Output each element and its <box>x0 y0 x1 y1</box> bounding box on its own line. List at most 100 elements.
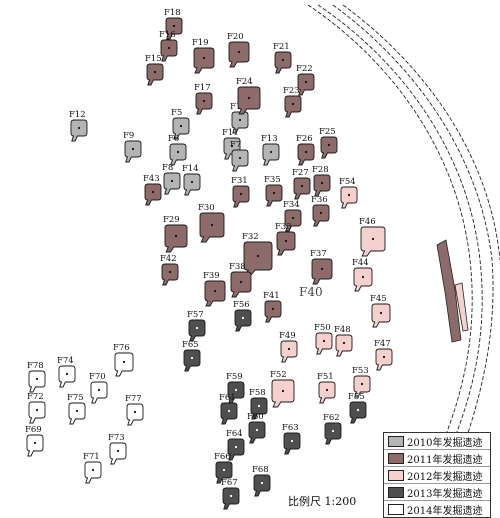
feature-footprint <box>195 92 213 115</box>
feature-center-dot <box>238 156 242 160</box>
feature-footprint <box>297 73 315 96</box>
feature-f9: F9 <box>123 131 142 163</box>
feature-f39: F39 <box>203 271 226 307</box>
feature-footprint <box>126 403 144 426</box>
feature-center-dot <box>256 254 260 258</box>
feature-footprint <box>234 309 252 332</box>
feature-label: F72 <box>27 392 44 402</box>
feature-f30: F30 <box>198 203 225 243</box>
feature-footprint <box>297 143 315 166</box>
legend-swatch-2014 <box>388 503 404 515</box>
feature-label: F35 <box>264 175 281 185</box>
legend-item: 2011年发掘遗迹 <box>384 450 490 467</box>
feature-footprint <box>230 271 252 298</box>
feature-f46: F46 <box>359 217 386 257</box>
feature-f15: F15 <box>145 54 164 86</box>
feature-f57: F57 <box>187 310 206 342</box>
feature-center-dot <box>133 410 137 414</box>
legend-label-2014: 2014年发掘遗迹 <box>407 505 483 517</box>
feature-label: F70 <box>89 372 106 382</box>
feature-footprint <box>243 241 273 276</box>
feature-label: F51 <box>317 372 334 382</box>
feature-f78: F78 <box>27 361 46 393</box>
feature-f18: F18 <box>164 8 183 40</box>
feature-center-dot <box>291 216 295 220</box>
feature-center-dot <box>239 192 243 196</box>
feature-label: F66 <box>214 452 231 462</box>
legend-swatch-2012 <box>388 469 404 481</box>
feature-footprint <box>199 212 225 243</box>
feature-label: F75 <box>67 393 84 403</box>
feature-label: F11 <box>222 128 239 138</box>
feature-center-dot <box>195 326 199 330</box>
feature-f75: F75 <box>67 393 86 425</box>
feature-label: F46 <box>359 217 376 227</box>
feature-label: F15 <box>145 54 162 64</box>
feature-center-dot <box>131 147 135 151</box>
feature-center-dot <box>356 408 360 412</box>
feature-f76: F76 <box>113 343 134 377</box>
legend-item: 2013年发掘遗迹 <box>384 484 490 501</box>
feature-footprint <box>335 334 353 357</box>
feature-f50: F50 <box>314 323 333 355</box>
feature-f5: F5 <box>171 108 190 140</box>
feature-f55: F55 <box>348 392 367 424</box>
feature-f22: F22 <box>296 64 315 96</box>
feature-footprint <box>265 184 283 207</box>
feature-center-dot <box>287 347 291 351</box>
feature-f33: F33 <box>275 222 296 256</box>
legend-swatch-2011 <box>388 452 404 464</box>
feature-center-dot <box>238 118 242 122</box>
feature-label: F49 <box>279 331 296 341</box>
feature-center-dot <box>271 307 275 311</box>
feature-center-dot <box>304 80 308 84</box>
feature-f58: F58 <box>249 388 268 420</box>
feature-f32: F32 <box>242 232 273 276</box>
feature-center-dot <box>247 96 251 100</box>
feature-footprint <box>315 332 333 355</box>
feature-footprint <box>231 111 249 134</box>
feature-center-dot <box>35 377 39 381</box>
feature-center-dot <box>172 24 176 28</box>
feature-center-dot <box>320 267 324 271</box>
feature-label: F62 <box>323 413 340 423</box>
feature-footprint <box>28 370 46 393</box>
feature-label: F5 <box>171 108 182 118</box>
feature-center-dot <box>304 150 308 154</box>
feature-center-dot <box>237 50 241 54</box>
feature-footprint <box>90 381 108 404</box>
feature-footprint <box>109 442 127 465</box>
feature-center-dot <box>122 360 126 364</box>
feature-center-dot <box>234 388 238 392</box>
feature-f66: F66 <box>214 452 233 484</box>
feature-label: F38 <box>229 262 246 272</box>
feature-footprint <box>312 204 330 227</box>
feature-f53: F53 <box>352 366 371 398</box>
feature-label: F37 <box>310 249 327 259</box>
feature-center-dot <box>257 404 261 408</box>
feature-footprint <box>228 41 250 68</box>
feature-center-dot <box>239 280 243 284</box>
legend-item: 2010年发掘遗迹 <box>384 433 490 450</box>
feature-label: F17 <box>194 83 211 93</box>
feature-f16: F16 <box>159 30 178 62</box>
feature-label: F29 <box>163 215 180 225</box>
feature-footprint <box>220 402 238 425</box>
feature-center-dot <box>176 150 180 154</box>
feature-footprint <box>222 487 240 510</box>
feature-center-dot <box>222 468 226 472</box>
ditch-2012 <box>454 282 469 332</box>
feature-center-dot <box>91 468 95 472</box>
feature-footprint <box>163 172 181 195</box>
feature-center-dot <box>97 388 101 392</box>
feature-label: F52 <box>270 370 287 380</box>
feature-f56: F56 <box>233 300 252 332</box>
feature-footprint <box>183 173 201 196</box>
feature-center-dot <box>229 494 233 498</box>
feature-f43: F43 <box>143 174 162 206</box>
feature-label: F65 <box>182 340 199 350</box>
feature-f42: F42 <box>160 254 179 286</box>
feature-label: F16 <box>159 30 176 40</box>
feature-footprint <box>320 136 338 159</box>
feature-footprint <box>227 438 245 461</box>
